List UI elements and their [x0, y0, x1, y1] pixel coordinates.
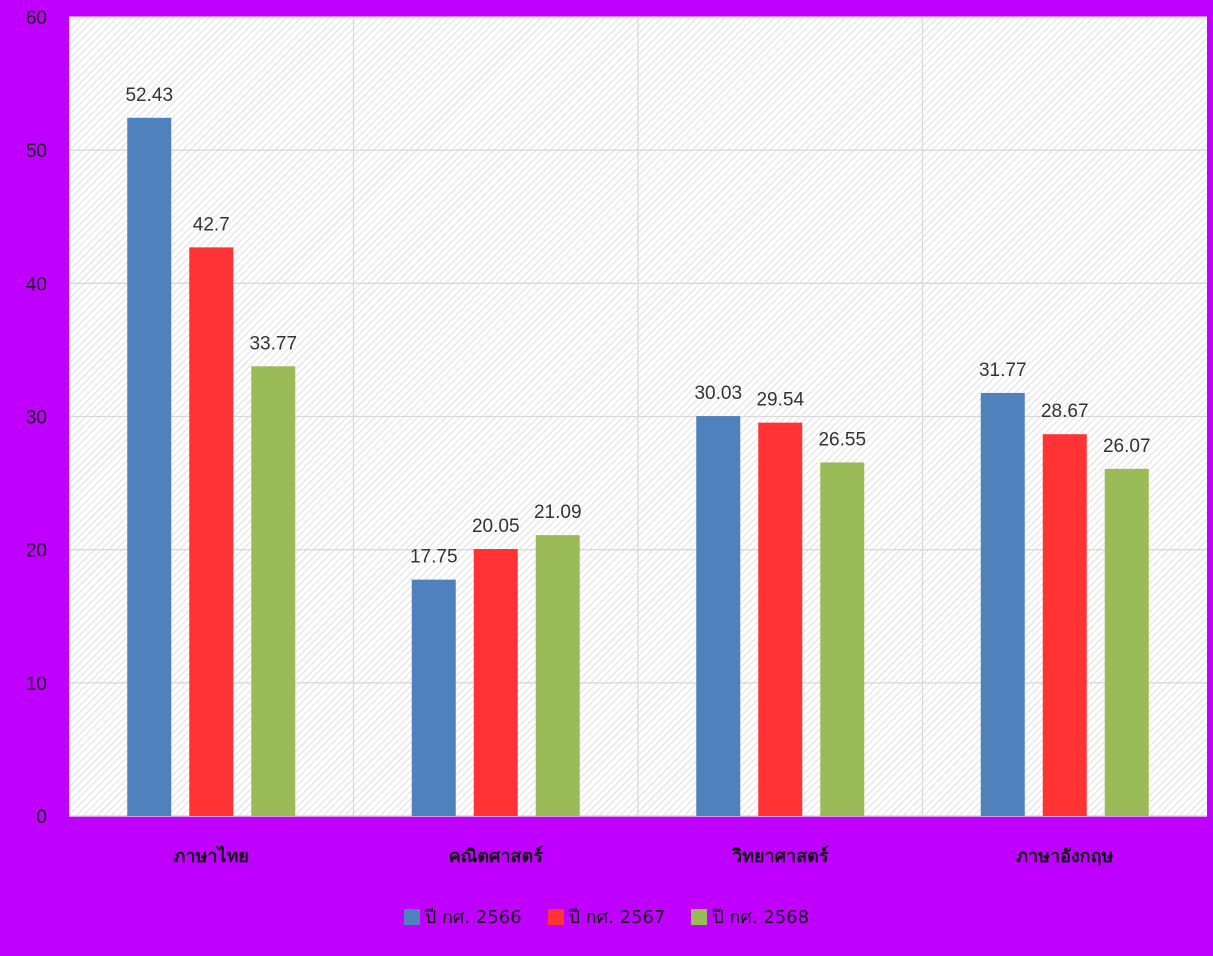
- x-category-label: คณิตศาสตร์: [449, 845, 544, 867]
- bar: [127, 118, 171, 816]
- bar: [189, 247, 233, 816]
- data-label: 26.55: [818, 429, 866, 450]
- data-label: 26.07: [1103, 436, 1151, 457]
- y-tick-label: 50: [26, 141, 47, 162]
- y-tick-label: 10: [26, 674, 47, 695]
- legend-label: ปี กศ. 2566: [425, 902, 522, 931]
- bar: [1043, 434, 1087, 816]
- data-label: 20.05: [472, 516, 520, 537]
- bar: [981, 393, 1025, 816]
- data-label: 30.03: [694, 383, 742, 404]
- data-label: 17.75: [410, 547, 458, 568]
- y-tick-label: 60: [26, 8, 47, 29]
- legend-label: ปี กศ. 2567: [569, 902, 666, 931]
- y-tick-label: 40: [26, 274, 47, 295]
- data-label: 29.54: [756, 390, 804, 411]
- data-label: 52.43: [125, 85, 173, 106]
- x-category-label: วิทยาศาสตร์: [731, 845, 829, 867]
- x-axis: ภาษาไทย คณิตศาสตร์ วิทยาศาสตร์ ภาษาอังกฤษ: [174, 845, 1114, 867]
- bar: [474, 549, 518, 816]
- bar: [1105, 469, 1149, 816]
- legend-item: ปี กศ. 2568: [691, 902, 809, 931]
- legend-swatch: [548, 909, 564, 925]
- legend-swatch: [691, 909, 707, 925]
- y-axis: 0 10 20 30 40 50 60: [26, 8, 47, 828]
- bar: [820, 462, 864, 816]
- bar: [536, 535, 580, 816]
- data-label: 31.77: [979, 360, 1027, 381]
- data-label: 33.77: [249, 333, 297, 354]
- legend-label: ปี กศ. 2568: [712, 902, 809, 931]
- bar: [251, 366, 295, 816]
- legend-item: ปี กศ. 2566: [404, 902, 522, 931]
- y-tick-label: 20: [26, 541, 47, 562]
- bar: [758, 423, 802, 816]
- y-tick-label: 0: [36, 807, 47, 828]
- x-category-label: ภาษาอังกฤษ: [1016, 846, 1113, 867]
- data-label: 21.09: [534, 502, 582, 523]
- y-tick-label: 30: [26, 408, 47, 429]
- bar: [412, 580, 456, 816]
- legend-swatch: [404, 909, 420, 925]
- x-category-label: ภาษาไทย: [174, 845, 249, 867]
- bar: [696, 416, 740, 816]
- data-label: 42.7: [193, 214, 230, 235]
- data-label: 28.67: [1041, 401, 1089, 422]
- legend: ปี กศ. 2566 ปี กศ. 2567 ปี กศ. 2568: [0, 902, 1213, 931]
- legend-item: ปี กศ. 2567: [548, 902, 666, 931]
